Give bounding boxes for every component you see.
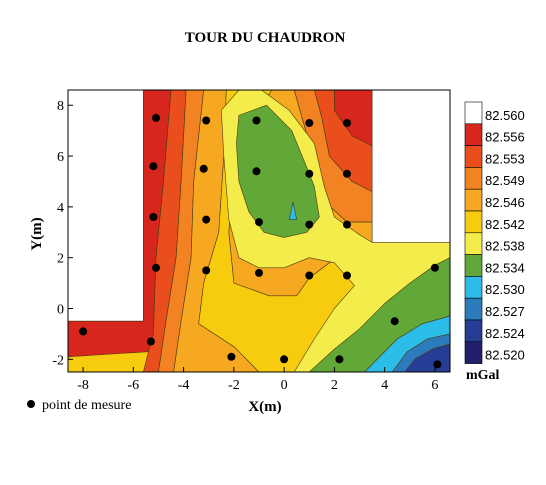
colorbar-label-8: 82.530 <box>485 282 525 297</box>
measurement-point-18 <box>149 162 158 171</box>
x-tick-label-1: -6 <box>128 378 140 393</box>
colorbar-swatch-8 <box>464 276 483 299</box>
colorbar-label-9: 82.527 <box>485 304 525 319</box>
measurement-point-3 <box>280 355 289 364</box>
contour-regions <box>67 89 451 373</box>
measurement-point-13 <box>149 213 158 221</box>
measurement-point-16 <box>305 220 314 229</box>
measurement-point-24 <box>202 116 211 125</box>
colorbar-label-3: 82.549 <box>485 173 525 188</box>
measurement-point-10 <box>255 268 263 277</box>
colorbar-swatch-9 <box>464 297 483 321</box>
colorbar-swatch-4 <box>464 188 483 212</box>
colorbar-label-4: 82.546 <box>485 195 525 210</box>
contour-region-11 <box>236 104 320 238</box>
y-axis-ticks: -2 0 2 4 6 8 <box>52 99 73 368</box>
measurement-point-19 <box>199 164 208 173</box>
measurement-point-2 <box>227 352 236 361</box>
legend-marker <box>27 400 35 408</box>
measurement-point-8 <box>152 263 160 272</box>
measurement-point-14 <box>202 215 211 224</box>
y-tick-label-4: 6 <box>57 150 64 165</box>
colorbar-swatch-1 <box>464 123 483 146</box>
y-tick-label-5: 8 <box>57 99 64 114</box>
x-tick-label-7: 6 <box>431 378 438 393</box>
contour-region-13 <box>288 201 298 220</box>
measurement-point-4 <box>335 355 344 364</box>
y-tick-label-0: -2 <box>52 353 64 368</box>
measurement-point-20 <box>252 167 261 176</box>
measurement-point-5 <box>433 360 442 369</box>
x-tick-label-3: -2 <box>228 378 240 393</box>
x-axis-label: X(m) <box>248 399 281 415</box>
legend-label: point de mesure <box>42 398 131 413</box>
measurement-point-27 <box>343 119 351 127</box>
colorbar-label-0: 82.560 <box>485 108 525 123</box>
y-tick-label-2: 2 <box>57 252 64 267</box>
colorbar-swatch-2 <box>464 145 483 168</box>
measurement-point-0 <box>79 327 88 336</box>
y-tick-label-1: 0 <box>57 302 64 317</box>
x-tick-label-2: -4 <box>178 378 190 393</box>
measurement-point-23 <box>152 113 160 122</box>
x-tick-label-4: 0 <box>281 378 288 393</box>
measurement-point-17 <box>343 220 351 229</box>
measurement-point-21 <box>305 169 314 178</box>
x-tick-label-6: 4 <box>381 378 388 393</box>
colorbar-label-7: 82.534 <box>485 260 525 275</box>
y-axis-label: Y(m) <box>29 217 45 250</box>
measurement-point-15 <box>255 218 263 227</box>
measurement-point-12 <box>343 271 351 280</box>
measurement-point-6 <box>390 317 399 326</box>
colorbar: 82.560 82.556 82.553 82.549 82.546 82.542 82.5… <box>464 101 525 364</box>
plot-frame <box>67 89 451 373</box>
measurement-points <box>79 113 442 369</box>
colorbar-swatch-0 <box>464 101 483 125</box>
colorbar-swatch-6 <box>464 232 483 255</box>
x-axis-ticks: -8 -6 -4 -2 0 2 4 6 <box>77 367 438 393</box>
x-tick-label-0: -8 <box>77 378 89 393</box>
measurement-point-1 <box>146 337 155 346</box>
measurement-point-11 <box>305 271 314 280</box>
y-tick-label-3: 4 <box>57 201 64 216</box>
colorbar-unit: mGal <box>466 368 500 383</box>
measurement-point-26 <box>305 119 314 127</box>
colorbar-label-10: 82.524 <box>485 326 525 341</box>
colorbar-swatch-10 <box>464 319 483 343</box>
x-tick-label-5: 2 <box>331 378 338 393</box>
colorbar-label-11: 82.520 <box>485 348 525 363</box>
colorbar-label-2: 82.553 <box>485 151 525 166</box>
colorbar-swatch-3 <box>464 167 483 190</box>
colorbar-swatch-5 <box>464 210 483 234</box>
colorbar-swatch-7 <box>464 254 483 277</box>
measurement-point-7 <box>430 263 439 272</box>
chart-title: TOUR DU CHAUDRON <box>185 30 346 46</box>
colorbar-label-6: 82.538 <box>485 239 525 254</box>
measurement-point-9 <box>202 266 211 275</box>
measurement-point-25 <box>252 116 261 125</box>
colorbar-swatch-11 <box>464 341 483 364</box>
colorbar-label-5: 82.542 <box>485 217 525 232</box>
colorbar-label-1: 82.556 <box>485 130 525 145</box>
measurement-point-22 <box>343 169 351 178</box>
